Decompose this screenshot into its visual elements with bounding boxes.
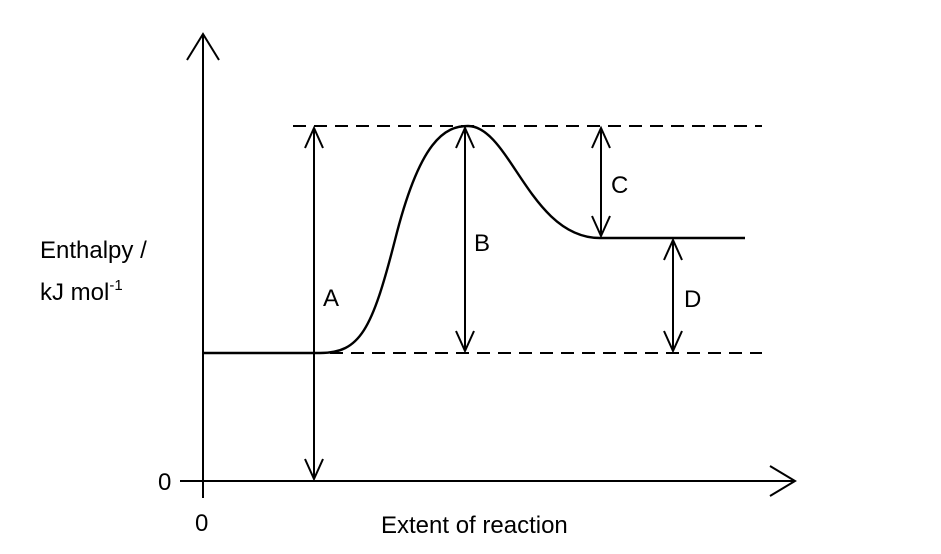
arrow-c [591, 125, 611, 239]
arrow-label-a: A [323, 285, 339, 312]
arrow-label-d: D [684, 286, 701, 313]
y-axis-label-superscript: -1 [109, 277, 122, 294]
reaction-profile-curve [203, 124, 745, 355]
y-axis-label-unit: kJ mol [40, 279, 109, 306]
arrow-b [455, 125, 475, 354]
x-axis-label: Extent of reaction [381, 512, 568, 539]
y-axis-label-line1: Enthalpy / [40, 237, 147, 264]
arrow-a [304, 125, 324, 482]
arrow-label-b: B [474, 230, 490, 257]
arrow-d [663, 237, 683, 354]
y-axis-label-line2: kJ mol-1 [40, 277, 123, 306]
x-origin-label: 0 [195, 510, 208, 537]
y-axis [186, 32, 220, 498]
arrow-label-c: C [611, 172, 628, 199]
y-origin-label: 0 [158, 469, 171, 496]
x-axis [180, 465, 797, 497]
